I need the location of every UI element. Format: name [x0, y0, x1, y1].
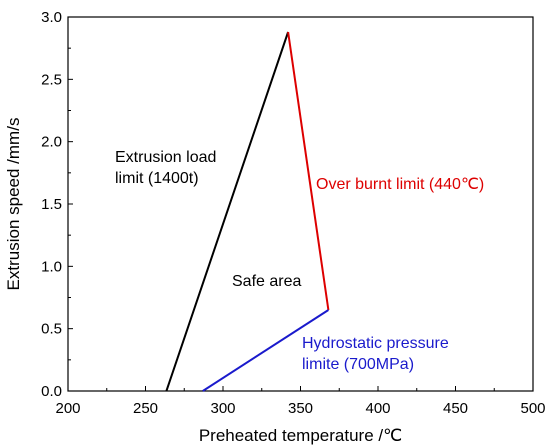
- x-tick-label: 400: [365, 400, 390, 417]
- y-tick-label: 2.0: [41, 134, 62, 151]
- series-line-3: [202, 309, 329, 392]
- series-line-1: [165, 31, 290, 392]
- annotation-over-burnt: Over burnt limit (440℃): [316, 176, 484, 193]
- y-tick-label: 2.5: [41, 71, 62, 88]
- series-line-2: [287, 31, 330, 311]
- x-tick-label: 450: [443, 400, 468, 417]
- y-tick-label: 1.5: [41, 196, 62, 213]
- annotation-hydrostatic: Hydrostatic pressure limite (700MPa): [302, 335, 449, 373]
- y-tick-label: 1.0: [41, 258, 62, 275]
- y-tick-label: 3.0: [41, 9, 62, 26]
- annotation-safe-area-line: Safe area: [232, 273, 301, 290]
- plot-frame: [67, 16, 534, 392]
- y-tick-label: 0.0: [41, 383, 62, 400]
- annotation-extrusion-load-line: Extrusion load: [115, 149, 216, 166]
- annotation-extrusion-load-line: limit (1400t): [115, 170, 199, 187]
- annotation-over-burnt-line: Over burnt limit (440℃): [316, 176, 484, 193]
- axes: 200 250 300 350 400 450 500 0.0 0.5 1.0 1.5 2.0 2.5 3…: [41, 9, 545, 417]
- x-axis-label: Preheated temperature /℃: [199, 426, 402, 445]
- x-tick-label: 350: [288, 400, 313, 417]
- x-tick-label: 300: [210, 400, 235, 417]
- x-tick-label: 500: [520, 400, 545, 417]
- annotation-extrusion-load: Extrusion load limit (1400t): [115, 149, 216, 187]
- x-tick-label: 250: [133, 400, 158, 417]
- annotations-group: Extrusion load limit (1400t) Over burnt li…: [115, 149, 484, 373]
- series-group: [165, 31, 330, 392]
- y-tick-label: 0.5: [41, 321, 62, 338]
- annotation-safe-area: Safe area: [232, 273, 301, 290]
- y-axis-label: Extrusion speed /mm/s: [4, 118, 23, 291]
- annotation-hydrostatic-line: limite (700MPa): [302, 356, 414, 373]
- annotation-hydrostatic-line: Hydrostatic pressure: [302, 335, 449, 352]
- x-tick-label: 200: [55, 400, 80, 417]
